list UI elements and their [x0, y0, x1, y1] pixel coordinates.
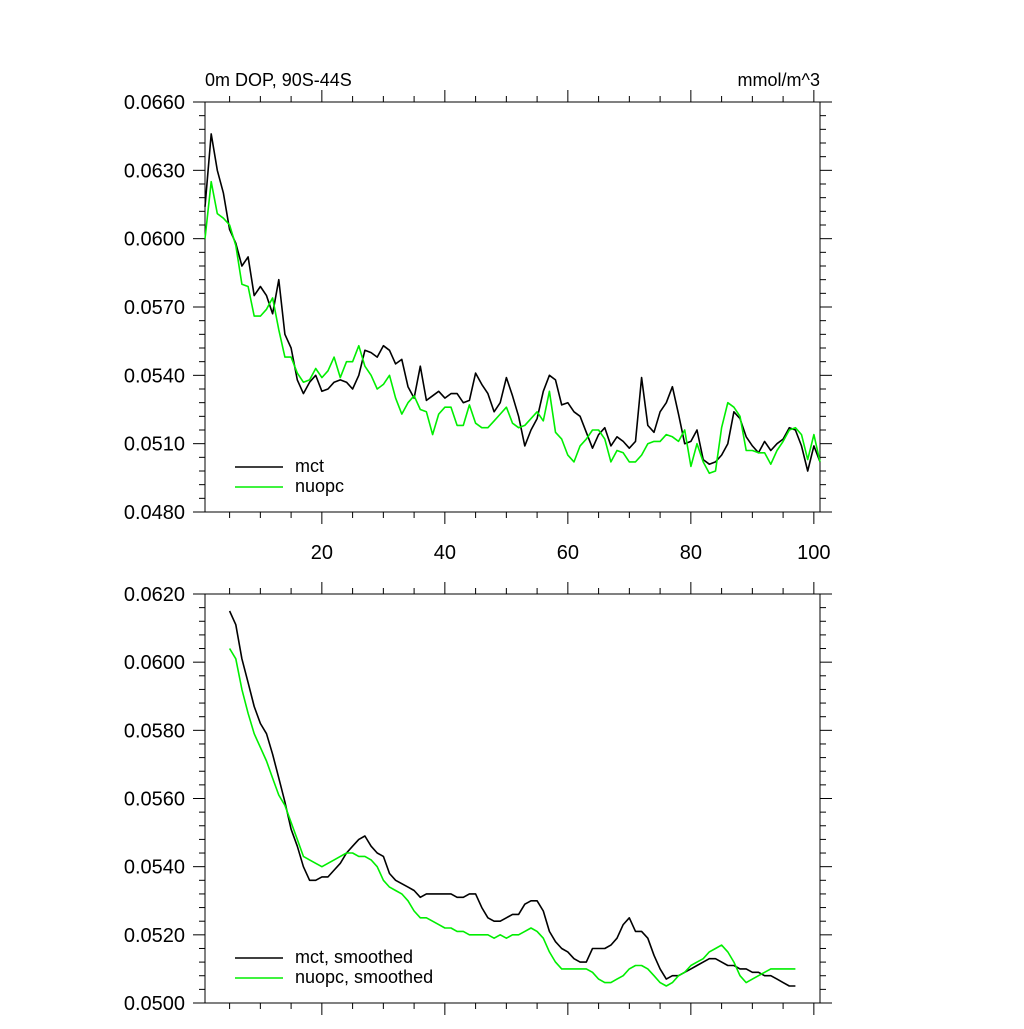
series-line-nuopc-smoothed: [228, 648, 796, 987]
y-tick-label: 0.0630: [124, 160, 185, 182]
x-tick-label: 80: [680, 542, 702, 564]
units-label: mmol/m^3: [738, 70, 820, 90]
plot-frame: [204, 593, 821, 1004]
x-tick-label: 100: [797, 542, 830, 564]
x-tick-label: 20: [311, 542, 333, 564]
y-tick-label: 0.0510: [124, 434, 185, 456]
legend-label: nuopc: [295, 476, 344, 496]
bottom-panel: 0.0500 0.0520 0.0540 0.0560 0.0580 0.0600 0.06…: [124, 582, 832, 1015]
y-tick-label: 0.0520: [124, 925, 185, 947]
y-tick-label: 0.0500: [124, 993, 185, 1015]
legend-label: mct, smoothed: [295, 947, 413, 967]
y-tick-label: 0.0570: [124, 297, 185, 319]
y-tick-label: 0.0540: [124, 365, 185, 387]
y-tick-label: 0.0480: [124, 502, 185, 524]
top-panel: 0.0480 0.0510 0.0540 0.0570 0.0600 0.0630 0.06…: [124, 70, 832, 564]
y-tick-label: 0.0620: [124, 584, 185, 606]
y-tick-label: 0.0540: [124, 857, 185, 879]
legend-label: mct: [295, 456, 324, 476]
y-tick-label: 0.0580: [124, 720, 185, 742]
x-tick-label: 60: [557, 542, 579, 564]
series-line-nuopc: [204, 180, 821, 475]
legend-label: nuopc, smoothed: [295, 967, 433, 987]
y-tick-label: 0.0660: [124, 92, 185, 114]
plot-frame: [204, 101, 821, 513]
y-tick-label: 0.0600: [124, 652, 185, 674]
chart-title: 0m DOP, 90S-44S: [205, 70, 352, 90]
y-tick-label: 0.0560: [124, 789, 185, 811]
series-line-mct-smoothed: [228, 610, 796, 987]
series-line-mct: [204, 133, 821, 472]
y-tick-label: 0.0600: [124, 229, 185, 251]
x-tick-label: 40: [434, 542, 456, 564]
